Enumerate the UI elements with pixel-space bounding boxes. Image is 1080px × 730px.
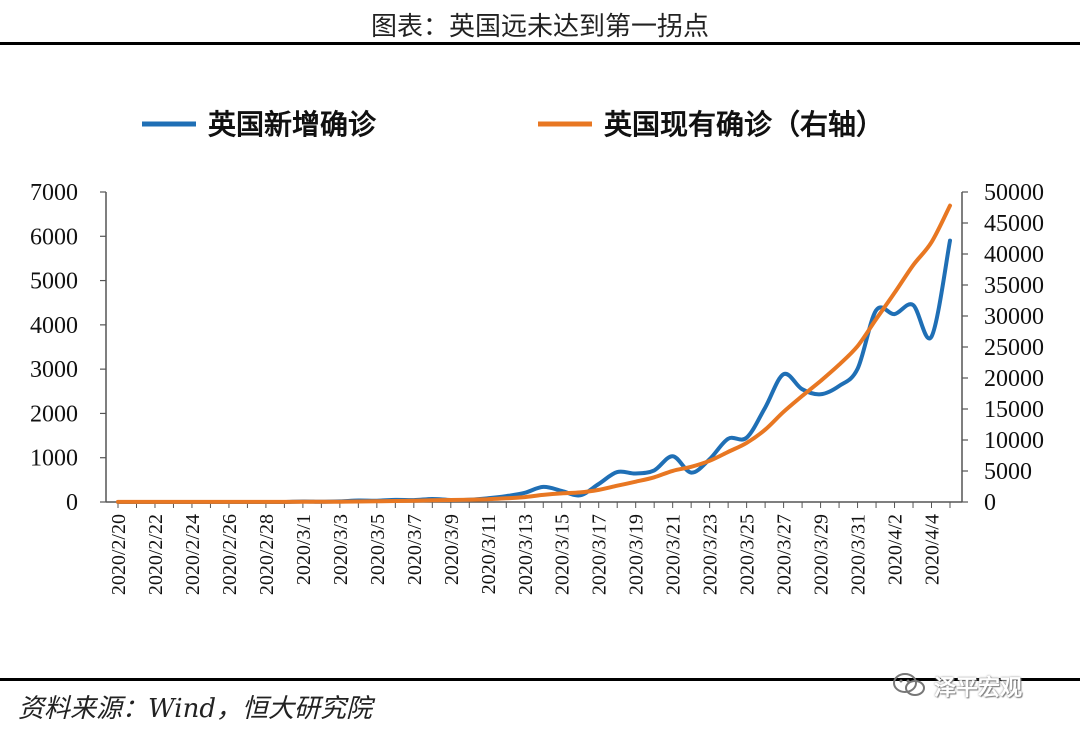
bottom-rule [0,678,1080,681]
y-right-tick-label: 0 [984,490,996,516]
y-left-tick-label: 5000 [30,269,78,295]
y-left-tick-label: 6000 [30,224,78,250]
x-tick-label: 2020/4/2 [885,514,907,585]
series-line-active-cases [116,203,952,504]
axes [105,192,963,503]
y-right-tick-label: 30000 [984,304,1044,330]
legend-label-active-cases: 英国现有确诊（右轴） [604,108,884,141]
y-right-tick-label: 50000 [984,180,1044,206]
y-left-tick-label: 7000 [30,180,78,206]
y-right-tick-label: 25000 [984,335,1044,361]
x-tick-label: 2020/3/21 [663,514,685,595]
y-right-tick-label: 20000 [984,366,1044,392]
source-note: 资料来源：Wind，恒大研究院 [18,694,372,724]
x-tick-label: 2020/3/13 [515,514,537,595]
y-right-tick-label: 10000 [984,428,1044,454]
x-tick-label: 2020/3/1 [293,514,315,585]
x-tick-label: 2020/3/31 [848,514,870,595]
x-tick-label: 2020/3/29 [811,514,833,595]
y-left-tick-label: 4000 [30,313,78,339]
x-tick-label: 2020/3/7 [404,514,426,585]
y-right-tick-label: 5000 [984,459,1032,485]
y-right-tick-label: 35000 [984,273,1044,299]
watermark-text: 泽平宏观 [934,676,1023,701]
ticks: 0 1000 2000 3000 4000 5000 6000 7000 0 5000 10000 1… [30,180,1044,595]
x-tick-label: 2020/2/26 [219,514,241,595]
x-tick-label: 2020/3/23 [700,514,722,595]
x-tick-label: 2020/3/15 [552,514,574,595]
x-tick-label: 2020/4/4 [922,514,944,585]
series-layer [116,203,952,505]
y-right-tick-label: 45000 [984,211,1044,237]
y-left-tick-label: 1000 [30,446,78,472]
legend-label-new-cases: 英国新增确诊 [208,108,377,141]
wechat-icon [893,673,925,696]
y-left-tick-label: 2000 [30,401,78,427]
line-chart: 英国新增确诊 英国现有确诊（右轴） 0 1000 2000 3000 4000 5000 6… [30,108,1044,595]
top-rule [0,42,1080,45]
x-tick-label: 2020/2/20 [108,514,130,595]
x-tick-label: 2020/3/25 [737,514,759,595]
x-tick-label: 2020/2/28 [256,514,278,595]
x-tick-label: 2020/3/9 [441,514,463,585]
x-tick-label: 2020/3/27 [774,514,796,595]
x-tick-label: 2020/3/11 [478,514,500,594]
x-tick-label: 2020/2/24 [182,514,204,595]
y-left-tick-label: 0 [66,490,78,516]
x-tick-label: 2020/3/3 [330,514,352,585]
y-right-tick-label: 15000 [984,397,1044,423]
x-tick-label: 2020/3/17 [589,514,611,595]
series-line-new-cases [116,238,952,505]
x-tick-label: 2020/3/19 [626,514,648,595]
x-tick-label: 2020/2/22 [145,514,167,595]
y-right-tick-label: 40000 [984,242,1044,268]
page-title: 图表：英国远未达到第一拐点 [370,12,709,42]
legend: 英国新增确诊 英国现有确诊（右轴） [142,108,884,141]
y-left-tick-label: 3000 [30,357,78,383]
x-tick-label: 2020/3/5 [367,514,389,585]
